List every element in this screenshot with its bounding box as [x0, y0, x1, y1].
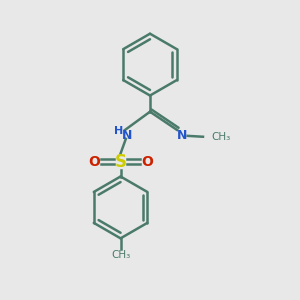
Text: O: O	[141, 155, 153, 169]
Text: O: O	[88, 155, 100, 169]
Text: S: S	[115, 153, 127, 171]
Text: CH₃: CH₃	[212, 132, 231, 142]
Text: H: H	[115, 126, 124, 136]
Text: N: N	[177, 129, 188, 142]
Text: N: N	[122, 129, 132, 142]
Text: CH₃: CH₃	[111, 250, 130, 260]
